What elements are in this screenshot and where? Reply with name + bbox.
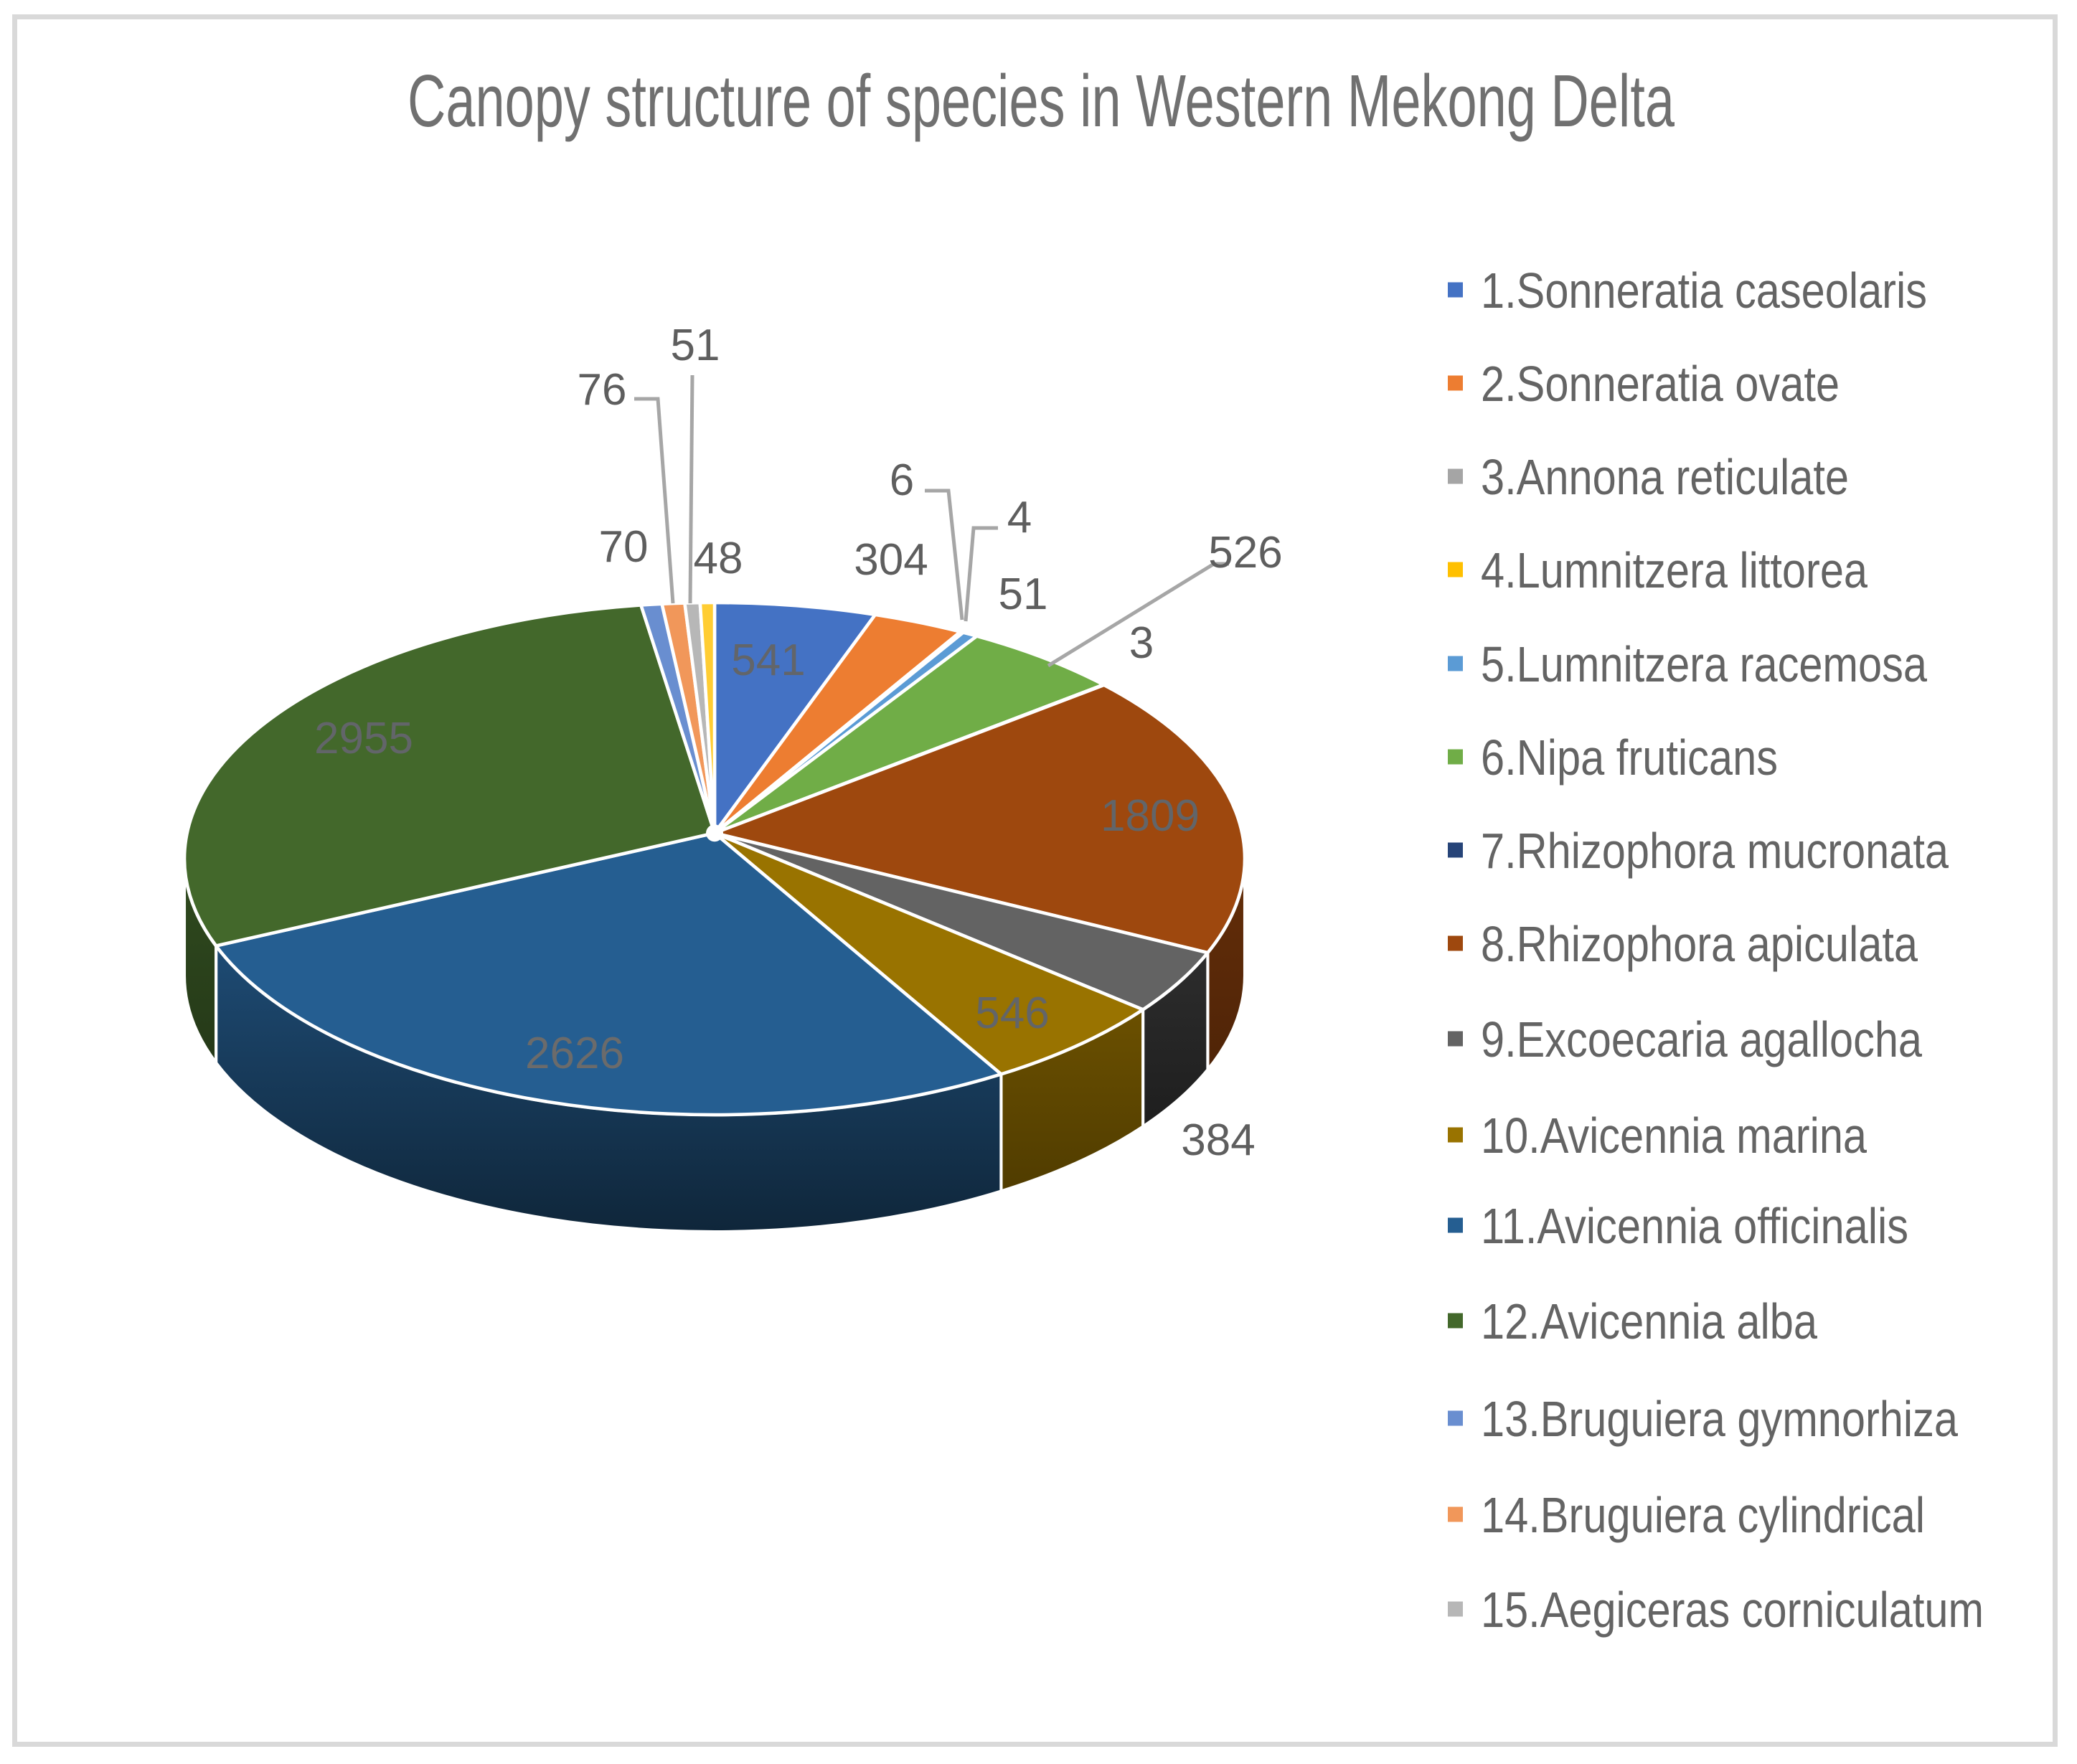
svg-text:2626: 2626 bbox=[525, 1029, 624, 1078]
svg-text:70: 70 bbox=[599, 522, 649, 572]
svg-text:384: 384 bbox=[1181, 1116, 1255, 1165]
svg-text:4.Lumnitzera littorea: 4.Lumnitzera littorea bbox=[1481, 542, 1868, 598]
svg-text:8.Rhizophora apiculata: 8.Rhizophora apiculata bbox=[1481, 916, 1918, 972]
svg-text:11.Avicennia officinalis: 11.Avicennia officinalis bbox=[1481, 1198, 1908, 1254]
svg-text:10.Avicennia marina: 10.Avicennia marina bbox=[1481, 1108, 1867, 1164]
svg-text:541: 541 bbox=[731, 636, 805, 685]
svg-text:304: 304 bbox=[854, 535, 928, 585]
svg-text:15.Aegiceras corniculatum: 15.Aegiceras corniculatum bbox=[1481, 1582, 1984, 1638]
svg-text:3: 3 bbox=[1129, 618, 1154, 668]
svg-text:5.Lumnitzera racemosa: 5.Lumnitzera racemosa bbox=[1481, 636, 1927, 692]
svg-text:2955: 2955 bbox=[314, 714, 413, 763]
svg-text:13.Bruguiera gymnorhiza: 13.Bruguiera gymnorhiza bbox=[1481, 1391, 1958, 1447]
svg-text:4: 4 bbox=[1007, 493, 1032, 542]
svg-text:51: 51 bbox=[999, 570, 1048, 619]
svg-text:48: 48 bbox=[694, 534, 743, 583]
svg-text:76: 76 bbox=[578, 365, 627, 415]
svg-text:2.Sonneratia ovate: 2.Sonneratia ovate bbox=[1481, 356, 1840, 412]
svg-text:3.Annona reticulate: 3.Annona reticulate bbox=[1481, 449, 1849, 505]
svg-text:6.Nipa fruticans: 6.Nipa fruticans bbox=[1481, 730, 1778, 786]
svg-text:9.Excoecaria agallocha: 9.Excoecaria agallocha bbox=[1481, 1011, 1922, 1067]
svg-text:14.Bruguiera cylindrical: 14.Bruguiera cylindrical bbox=[1481, 1487, 1925, 1543]
svg-text:Canopy structure of species in: Canopy structure of species in Western M… bbox=[408, 60, 1675, 142]
svg-text:526: 526 bbox=[1208, 528, 1282, 577]
svg-text:12.Avicennia alba: 12.Avicennia alba bbox=[1481, 1293, 1817, 1349]
svg-text:546: 546 bbox=[975, 989, 1049, 1038]
svg-text:1.Sonneratia caseolaris: 1.Sonneratia caseolaris bbox=[1481, 263, 1927, 319]
svg-text:7.Rhizophora mucronata: 7.Rhizophora mucronata bbox=[1481, 823, 1949, 879]
svg-text:51: 51 bbox=[671, 321, 720, 370]
svg-text:6: 6 bbox=[890, 456, 914, 505]
svg-text:1809: 1809 bbox=[1101, 791, 1200, 841]
